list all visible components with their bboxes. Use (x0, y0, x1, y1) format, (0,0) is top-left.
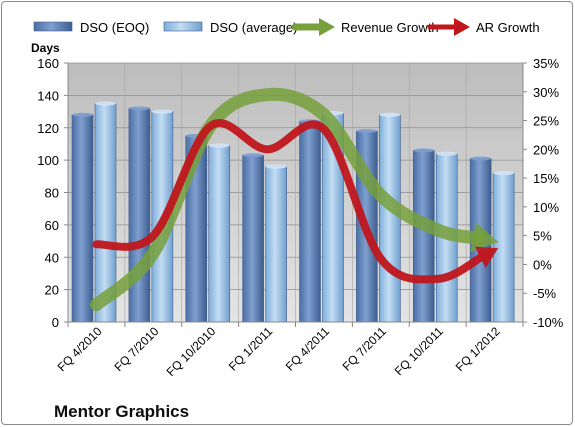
revenue-growth-line (89, 87, 486, 312)
bar-top (128, 106, 150, 111)
y-left-tick-label: 60 (45, 218, 59, 233)
bar-top (436, 151, 458, 156)
y-left-tick-label: 20 (45, 283, 59, 298)
bar-top (470, 156, 492, 161)
y-left-tick-label: 0 (52, 315, 59, 330)
legend-label: DSO (average) (210, 20, 297, 35)
bar-top (208, 143, 230, 148)
x-tick-label: FQ 7/2010 (111, 324, 161, 374)
ar-growth-line (92, 119, 488, 284)
y-right-tick-label: 35% (533, 56, 559, 71)
bar-top (493, 171, 515, 176)
legend-swatch (163, 21, 203, 32)
bar-top (379, 112, 401, 117)
y-left-tick-label: 120 (37, 121, 59, 136)
y-right-tick-label: 15% (533, 171, 559, 186)
y-right-tick-label: 5% (533, 229, 552, 244)
y-right-tick-label: 30% (533, 85, 559, 100)
y-left-tick-label: 40 (45, 250, 59, 265)
bar-top (151, 109, 173, 114)
x-tick-label: FQ 4/2011 (283, 324, 333, 374)
x-tick-label: FQ 1/2012 (453, 324, 503, 374)
chart-title: Mentor Graphics (54, 402, 189, 421)
bar-dso-eoq (71, 114, 94, 323)
bar-dso-eoq (242, 154, 264, 323)
y-right-tick-label: 10% (533, 200, 559, 215)
bar-dso-eoq (412, 150, 435, 323)
y-right-tick-label: -5% (533, 286, 557, 301)
y-right-tick-label: -10% (533, 315, 564, 330)
bar-top (413, 148, 435, 153)
legend-arrow-icon (319, 18, 335, 36)
bar-dso-average (208, 145, 231, 323)
bar-dso-average (265, 166, 287, 323)
bar-dso-average (492, 172, 515, 323)
x-tick-label: FQ 1/2011 (226, 324, 276, 374)
bar-dso-eoq (299, 120, 321, 323)
x-tick-label: FQ 7/2011 (340, 324, 390, 374)
x-tick-label: FQ 10/2011 (392, 324, 446, 378)
legend-arrow-icon (454, 18, 470, 36)
y-left-tick-label: 140 (37, 88, 59, 103)
legend-label: AR Growth (476, 20, 540, 35)
legend-label: Revenue Growth (341, 20, 439, 35)
x-tick-label: FQ 4/2010 (55, 324, 105, 374)
bar-dso-average (379, 114, 401, 323)
bar-dso-eoq (128, 108, 151, 323)
bar-top (242, 153, 264, 158)
y-right-tick-label: 0% (533, 257, 552, 272)
y-left-tick-label: 80 (45, 186, 59, 201)
x-tick-label: FQ 10/2010 (164, 324, 219, 379)
bar-top (95, 101, 116, 106)
legend-label: DSO (EOQ) (80, 20, 149, 35)
y-left-tick-label: 160 (37, 56, 59, 71)
growth-lines (89, 87, 499, 312)
ar-growth-arrowhead (474, 246, 499, 268)
y-left-tick-label: 100 (37, 153, 59, 168)
revenue-growth-arrowhead (470, 222, 499, 252)
bar-top (356, 128, 378, 133)
legend-swatch (33, 21, 73, 32)
y-axis-title: Days (31, 41, 60, 55)
bar-top (265, 164, 287, 169)
y-right-tick-label: 25% (533, 114, 559, 129)
y-right-tick-label: 20% (533, 142, 559, 157)
bar-top (72, 112, 93, 117)
legend: DSO (EOQ) DSO (average) Revenue Growth AR G… (33, 18, 540, 36)
